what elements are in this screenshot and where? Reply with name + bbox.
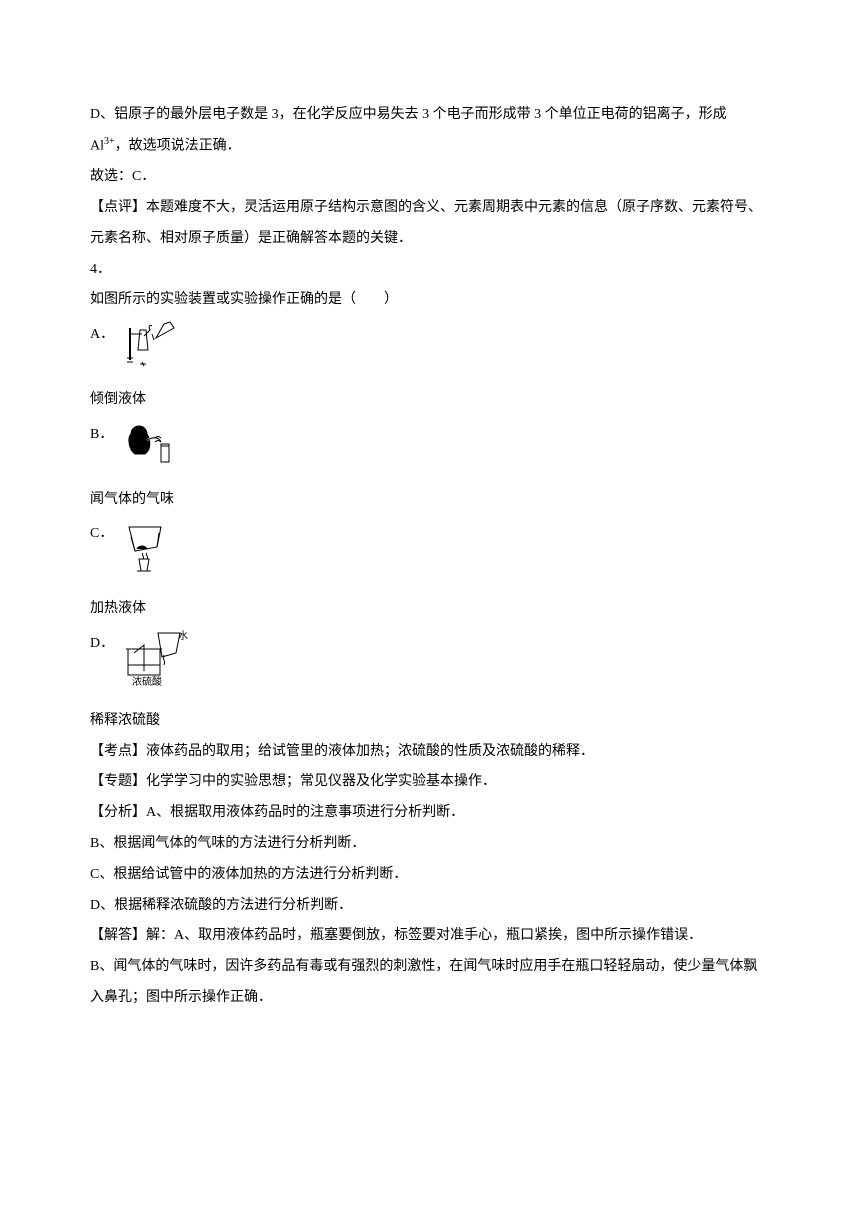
- option-c-letter: C．: [90, 519, 113, 550]
- kaodian: 【考点】液体药品的取用；给试管里的液体加热；浓硫酸的性质及浓硫酸的稀释．: [90, 737, 770, 768]
- zhuanti: 【专题】化学学习中的实验思想；常见仪器及化学实验基本操作．: [90, 767, 770, 798]
- al-symbol: Al: [90, 138, 104, 153]
- acid-label: 浓硫酸: [132, 675, 162, 688]
- pour-liquid-icon: [122, 320, 182, 381]
- smell-gas-icon: [121, 420, 177, 481]
- option-b-caption: 闻气体的气味: [90, 485, 770, 516]
- fenxi-d: D、根据稀释浓硫酸的方法进行分析判断．: [90, 891, 770, 922]
- option-b-letter: B．: [90, 420, 113, 451]
- jieda-a: 【解答】解：A、取用液体药品时，瓶塞要倒放，标签要对准手心，瓶口紧挨，图中所示操…: [90, 921, 770, 952]
- option-d-caption: 稀释浓硫酸: [90, 706, 770, 737]
- option-c-caption: 加热液体: [90, 594, 770, 625]
- option-c: C．: [90, 519, 770, 590]
- al-charge: 3+: [104, 136, 115, 147]
- text-d-pre: D、铝原子的最外层电子数是 3，在化学反应中易失去 3 个电子而形成带 3 个单…: [90, 107, 727, 122]
- prev-option-d-line2: Al3+，故选项说法正确．: [90, 131, 770, 162]
- dilute-acid-icon: 水 浓硫酸: [122, 629, 194, 702]
- question-number: 4．: [90, 255, 770, 286]
- option-d-letter: D．: [90, 629, 114, 660]
- text-d-post: ，故选项说法正确．: [115, 138, 241, 153]
- option-b: B．: [90, 420, 770, 481]
- water-label: 水: [178, 630, 188, 642]
- answer-choice: 故选：C．: [90, 162, 770, 193]
- fenxi-a: 【分析】A、根据取用液体药品时的注意事项进行分析判断．: [90, 798, 770, 829]
- option-a-caption: 倾倒液体: [90, 385, 770, 416]
- option-a-letter: A．: [90, 320, 114, 351]
- option-d: D． 水 浓硫酸: [90, 629, 770, 702]
- option-a: A．: [90, 320, 770, 381]
- fenxi-b: B、根据闻气体的气味的方法进行分析判断．: [90, 829, 770, 860]
- question-stem: 如图所示的实验装置或实验操作正确的是（ ）: [90, 285, 770, 316]
- jieda-b: B、闻气体的气味时，因许多药品有毒或有强烈的刺激性，在闻气味时应用手在瓶口轻轻扇…: [90, 952, 770, 1014]
- prev-option-d: D、铝原子的最外层电子数是 3，在化学反应中易失去 3 个电子而形成带 3 个单…: [90, 100, 770, 131]
- dianping: 【点评】本题难度不大，灵活运用原子结构示意图的含义、元素周期表中元素的信息（原子…: [90, 193, 770, 255]
- fenxi-c: C、根据给试管中的液体加热的方法进行分析判断．: [90, 860, 770, 891]
- heat-liquid-icon: [121, 519, 177, 590]
